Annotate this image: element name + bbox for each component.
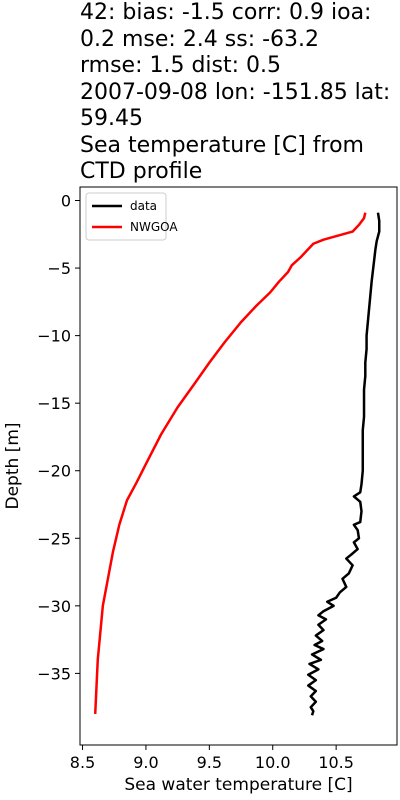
x-axis-label: Sea water temperature [C]	[124, 775, 352, 795]
y-axis: 0 −5 −10 −15 −20 −25 −30 −35	[37, 192, 80, 683]
title-line-5: 59.45	[80, 106, 143, 131]
title-line-2: 0.2 mse: 2.4 ss: -63.2	[80, 26, 320, 52]
y-axis-label: Depth [m]	[3, 422, 23, 509]
series-line-nwgoa	[93, 212, 367, 714]
y-tick-label: −5	[47, 259, 71, 278]
legend-label-data: data	[130, 199, 157, 213]
legend-label-nwgoa: NWGOA	[130, 220, 178, 234]
series-layer	[93, 212, 381, 716]
title-line-6: Sea temperature [C] from	[80, 132, 364, 158]
x-tick-label: 10.5	[318, 753, 354, 772]
x-tick-label: 10.0	[255, 753, 291, 772]
y-tick-label: −25	[37, 529, 71, 548]
title-line-4: 2007-09-08 lon: -151.85 lat:	[80, 79, 391, 105]
title-line-3: rmse: 1.5 dist: 0.5	[80, 53, 282, 78]
x-tick-label: 9.0	[133, 753, 158, 772]
y-tick-label: −35	[37, 664, 71, 683]
y-tick-label: −30	[37, 597, 71, 616]
x-tick-label: 9.5	[197, 753, 222, 772]
chart-title: 42: bias: -1.5 corr: 0.9 ioa: 0.2 mse: 2…	[80, 0, 398, 186]
y-tick-label: 0	[61, 192, 71, 211]
y-tick-label: −20	[37, 462, 71, 481]
axes-frame	[79, 186, 398, 746]
title-line-7: CTD profile	[80, 159, 203, 184]
x-axis: 8.5 9.0 9.5 10.0 10.5	[70, 745, 354, 772]
x-tick-label: 8.5	[70, 753, 95, 772]
title-line-1: 42: bias: -1.5 corr: 0.9 ioa:	[80, 0, 372, 25]
y-tick-label: −15	[37, 394, 71, 413]
legend: data NWGOA	[85, 192, 178, 241]
series-line-data	[306, 212, 381, 716]
y-tick-label: −10	[37, 327, 71, 346]
